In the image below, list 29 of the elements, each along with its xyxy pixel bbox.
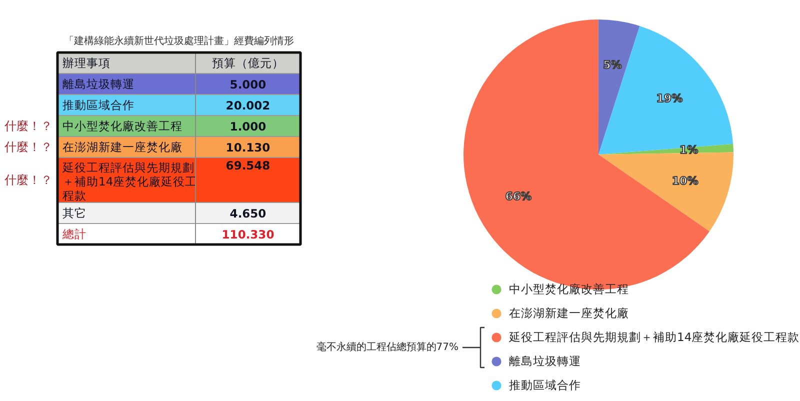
category-label: 延役工程評估與先期規劃＋補助14座焚化廠延役工程款: [62, 160, 198, 202]
text: 20.002: [226, 98, 270, 112]
text: 「建構綠能永續新世代垃圾處理計畫」經費編列情形: [64, 35, 294, 47]
text: 4.650: [230, 206, 266, 220]
text: 69.548: [226, 158, 270, 172]
text: 什麼！？: [4, 119, 52, 133]
text: 辦理事項: [62, 56, 110, 70]
text: 10.130: [226, 140, 270, 154]
legend-label: 延役工程評估與先期規劃＋補助14座焚化廠延役工程款: [509, 330, 800, 344]
category-label: 在澎湖新建一座焚化廠: [62, 140, 182, 154]
data-label: 5%: [603, 58, 622, 72]
text: 5.000: [230, 78, 266, 92]
category-label: 離島垃圾轉運: [62, 77, 134, 91]
text: 毫不永續的工程佔總預算的77%: [316, 341, 459, 353]
legend-label: 推動區域合作: [509, 378, 581, 392]
legend-label: 離島垃圾轉運: [509, 354, 581, 368]
category-label: 推動區域合作: [62, 98, 134, 112]
category-label: 中小型焚化廠改善工程: [62, 119, 182, 133]
text: 預算（億元）: [212, 56, 284, 70]
text: 什麼！？: [4, 173, 52, 187]
text: 110.330: [222, 228, 274, 242]
legend-label: 在澎湖新建一座焚化廠: [509, 306, 629, 320]
data-label: 19%: [656, 92, 683, 105]
text: 什麼！？: [4, 140, 52, 154]
text: 1.000: [230, 120, 266, 134]
data-label: 66%: [505, 190, 532, 203]
category-label: 總計: [62, 227, 86, 241]
data-label: 10%: [672, 174, 698, 188]
category-label: 其它: [62, 206, 86, 220]
